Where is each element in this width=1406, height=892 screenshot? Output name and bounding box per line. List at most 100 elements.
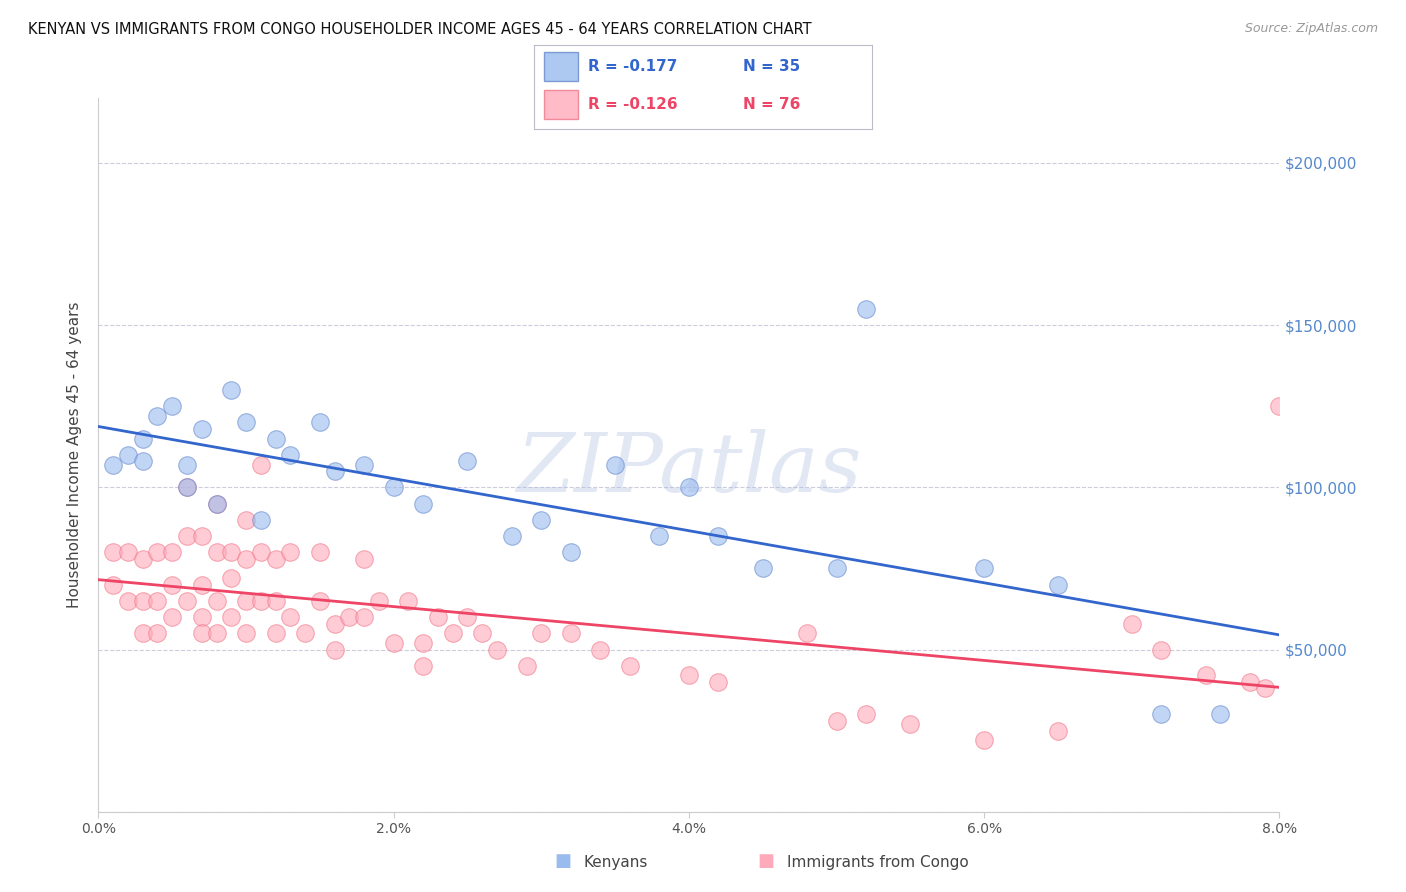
- Point: [1254, 681, 1277, 696]
- Point: [264, 626, 287, 640]
- Point: [250, 513, 273, 527]
- Point: [560, 545, 582, 559]
- Point: [825, 714, 848, 728]
- Point: [264, 432, 287, 446]
- Point: [176, 458, 198, 472]
- Point: [235, 551, 257, 566]
- Point: [103, 577, 125, 591]
- Point: [412, 658, 434, 673]
- Point: [264, 594, 287, 608]
- Point: [323, 616, 346, 631]
- Point: [191, 610, 214, 624]
- Point: [250, 545, 273, 559]
- Point: [1046, 577, 1069, 591]
- Point: [678, 668, 700, 682]
- Point: [560, 626, 582, 640]
- Point: [294, 626, 316, 640]
- Point: [471, 626, 494, 640]
- Point: [308, 545, 332, 559]
- Point: [353, 458, 375, 472]
- Point: [515, 658, 537, 673]
- Point: [456, 454, 478, 468]
- Point: [162, 545, 183, 559]
- Text: ZIPatlas: ZIPatlas: [516, 429, 862, 509]
- Point: [530, 513, 553, 527]
- Point: [323, 464, 346, 478]
- Point: [146, 594, 169, 608]
- Point: [1268, 399, 1291, 413]
- Point: [855, 301, 877, 316]
- Point: [191, 422, 214, 436]
- Point: [678, 480, 700, 494]
- Point: [117, 448, 139, 462]
- Point: [605, 458, 627, 472]
- Point: [485, 642, 508, 657]
- Point: [1150, 642, 1173, 657]
- Point: [367, 594, 389, 608]
- Point: [146, 545, 169, 559]
- Point: [323, 642, 346, 657]
- Point: [501, 529, 523, 543]
- Point: [278, 448, 302, 462]
- Point: [205, 497, 228, 511]
- Text: Source: ZipAtlas.com: Source: ZipAtlas.com: [1244, 22, 1378, 36]
- Point: [855, 707, 877, 722]
- Point: [235, 594, 257, 608]
- Text: ■: ■: [758, 852, 775, 870]
- Point: [412, 636, 434, 650]
- Point: [103, 458, 125, 472]
- Point: [441, 626, 464, 640]
- Point: [205, 545, 228, 559]
- Text: R = -0.177: R = -0.177: [588, 59, 678, 74]
- Point: [176, 480, 198, 494]
- Text: ■: ■: [554, 852, 571, 870]
- Text: KENYAN VS IMMIGRANTS FROM CONGO HOUSEHOLDER INCOME AGES 45 - 64 YEARS CORRELATIO: KENYAN VS IMMIGRANTS FROM CONGO HOUSEHOL…: [28, 22, 811, 37]
- Point: [707, 529, 730, 543]
- Point: [796, 626, 818, 640]
- Point: [219, 610, 242, 624]
- Point: [900, 717, 922, 731]
- Point: [1239, 675, 1261, 690]
- Point: [176, 529, 198, 543]
- Point: [1046, 723, 1069, 738]
- Point: [235, 626, 257, 640]
- Point: [619, 658, 641, 673]
- Point: [353, 551, 375, 566]
- Point: [456, 610, 478, 624]
- Bar: [544, 53, 578, 81]
- Point: [1209, 707, 1232, 722]
- Point: [278, 545, 302, 559]
- Point: [132, 551, 155, 566]
- Point: [264, 551, 287, 566]
- Y-axis label: Householder Income Ages 45 - 64 years: Householder Income Ages 45 - 64 years: [67, 301, 83, 608]
- Point: [973, 561, 995, 575]
- Point: [205, 626, 228, 640]
- Point: [132, 454, 155, 468]
- Bar: [544, 90, 578, 120]
- Point: [1194, 668, 1216, 682]
- Text: Kenyans: Kenyans: [583, 855, 648, 870]
- Point: [426, 610, 449, 624]
- Point: [412, 497, 434, 511]
- Point: [191, 529, 214, 543]
- Point: [162, 577, 183, 591]
- Point: [337, 610, 360, 624]
- Text: N = 35: N = 35: [744, 59, 801, 74]
- Point: [707, 675, 730, 690]
- Point: [382, 636, 405, 650]
- Point: [132, 432, 155, 446]
- Point: [278, 610, 302, 624]
- Point: [219, 571, 242, 585]
- Point: [382, 480, 405, 494]
- Point: [751, 561, 773, 575]
- Point: [146, 626, 169, 640]
- Point: [205, 594, 228, 608]
- Point: [250, 594, 273, 608]
- Point: [648, 529, 671, 543]
- Text: N = 76: N = 76: [744, 97, 801, 112]
- Point: [176, 480, 198, 494]
- Point: [132, 594, 155, 608]
- Point: [973, 733, 995, 747]
- Point: [1150, 707, 1173, 722]
- Point: [191, 626, 214, 640]
